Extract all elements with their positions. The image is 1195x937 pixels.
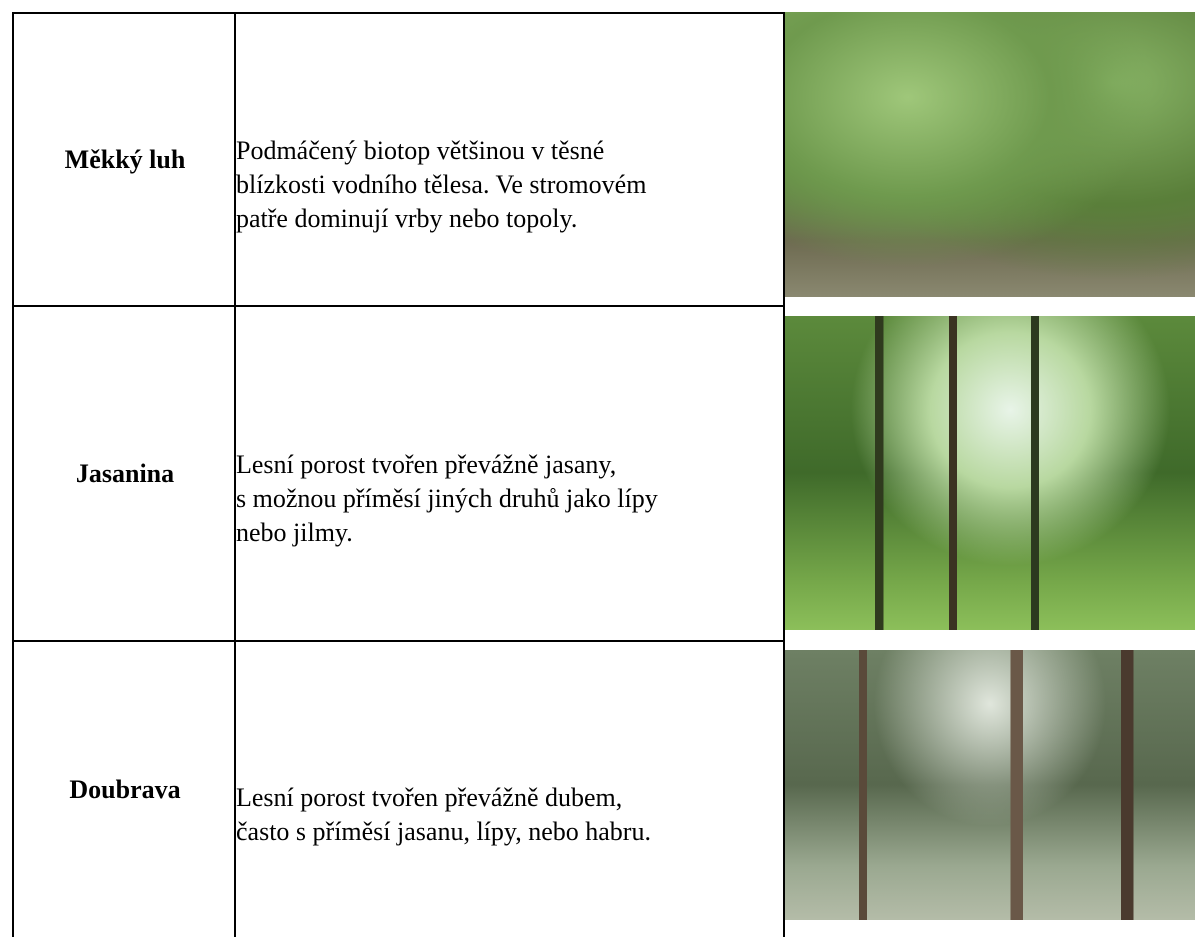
- description-text: Lesní porost tvořen převážně jasany, s mo…: [236, 448, 658, 550]
- row-description: Lesní porost tvořen převážně jasany, s mo…: [234, 305, 785, 640]
- description-line: často s příměsí jasanu, lípy, nebo habru…: [236, 816, 651, 846]
- description-text: Lesní porost tvořen převážně dubem, často…: [236, 781, 651, 849]
- row-name: Doubrava: [12, 640, 236, 937]
- description-line: s možnou příměsí jiných druhů jako lípy: [236, 483, 658, 513]
- photo-soft-floodplain: [785, 12, 1195, 297]
- row-name: Jasanina: [12, 305, 236, 640]
- description-line: Podmáčený biotop většinou v těsné: [236, 135, 605, 165]
- row-description: Podmáčený biotop většinou v těsné blízkos…: [234, 12, 785, 305]
- photo-ash-forest: [785, 316, 1195, 630]
- photo-oak-forest: [785, 650, 1195, 920]
- description-text: Podmáčený biotop většinou v těsné blízkos…: [236, 134, 646, 236]
- row-description: Lesní porost tvořen převážně dubem, často…: [234, 640, 785, 937]
- description-line: patře dominují vrby nebo topoly.: [236, 203, 578, 233]
- description-line: blízkosti vodního tělesa. Ve stromovém: [236, 169, 647, 199]
- description-line: nebo jilmy.: [236, 517, 353, 547]
- description-line: Lesní porost tvořen převážně jasany,: [236, 449, 617, 479]
- row-name: Měkký luh: [12, 12, 236, 305]
- description-line: Lesní porost tvořen převážně dubem,: [236, 782, 623, 812]
